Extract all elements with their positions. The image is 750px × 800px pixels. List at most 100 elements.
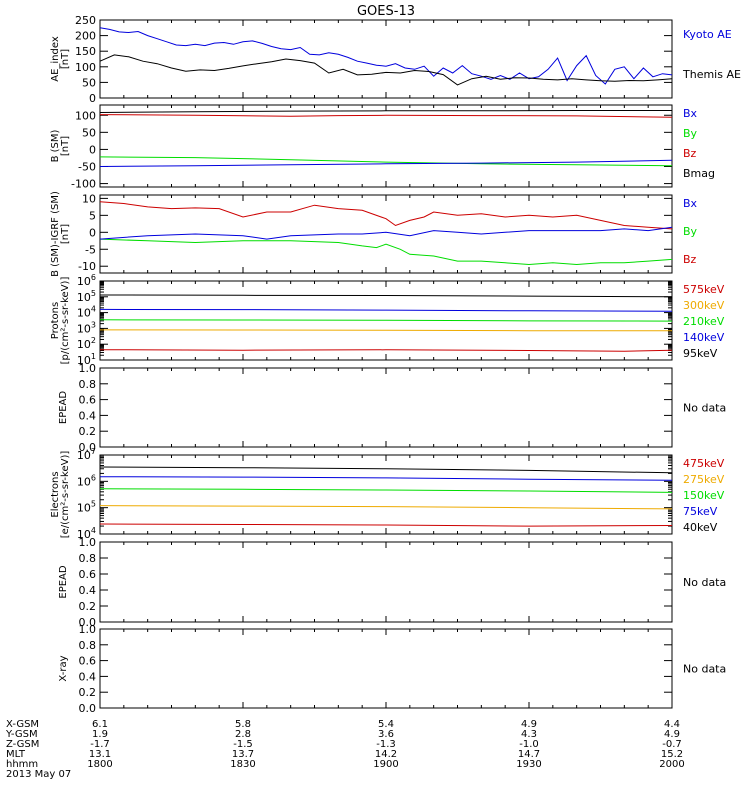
panel-1: 0 50 100 150 200 250 AE_index [nT] Kyoto AE Themi… [50, 14, 741, 105]
footer-value: 4.4 [664, 719, 680, 730]
y-tick-base: 10 [77, 354, 91, 367]
y-axis-label: B (SM)-IGRF (SM) [50, 191, 61, 277]
legend-entry: Themis AE [682, 68, 741, 81]
y-axis-label: [nT] [60, 224, 71, 244]
y-tick-exponent: 5 [91, 289, 96, 298]
y-tick-base: 10 [77, 307, 91, 320]
footer-value: -1.7 [90, 739, 110, 750]
y-tick-base: 10 [77, 449, 91, 462]
y-tick-label: 101 [77, 352, 96, 367]
footer-value: -1.0 [519, 739, 539, 750]
legend-entry: By [683, 127, 698, 140]
y-tick-exponent: 2 [91, 336, 96, 345]
y-axis-label: [nT] [60, 49, 71, 69]
series-bz [99, 114, 673, 118]
legend-entry: 210keV [683, 315, 725, 328]
footer-value: 1800 [87, 759, 112, 770]
legend-entry: 75keV [683, 505, 718, 518]
y-axis-label: Electrons [50, 471, 61, 517]
footer-value: 13.1 [89, 749, 111, 760]
y-tick-label: 0.6 [79, 394, 97, 407]
series-575kev [99, 349, 673, 352]
y-tick-label: 104 [77, 526, 96, 541]
panel-frame [99, 454, 673, 535]
y-axis-label: B (SM) [50, 129, 61, 162]
series-150kev [99, 488, 673, 493]
series-210kev [99, 319, 673, 322]
y-tick-label: -100 [71, 178, 96, 191]
y-tick-exponent: 6 [91, 273, 96, 282]
y-tick-base: 10 [77, 338, 91, 351]
legend-entry: 575keV [683, 283, 725, 296]
footer-value: 1900 [373, 759, 398, 770]
y-tick-label: 0.2 [79, 600, 97, 613]
series-140kev [99, 308, 673, 312]
footer-value: 14.2 [375, 749, 397, 760]
footer-value: -0.7 [662, 739, 682, 750]
y-tick-base: 10 [77, 322, 91, 335]
y-tick-label: 106 [77, 273, 96, 288]
y-axis-label: [nT] [60, 136, 71, 156]
legend-entry: 140keV [683, 331, 725, 344]
y-tick-exponent: 5 [91, 500, 96, 509]
y-tick-label: 100 [75, 61, 96, 74]
series-bmag [99, 110, 672, 113]
y-tick-label: 1.0 [79, 536, 97, 549]
legend-entry: Bz [683, 253, 697, 266]
y-tick-label: 150 [75, 45, 96, 58]
y-tick-base: 10 [77, 275, 91, 288]
panel-frame [99, 104, 673, 188]
series-bx [99, 226, 673, 240]
legend-entry: Kyoto AE [683, 28, 732, 41]
y-tick-label: 0.6 [79, 655, 97, 668]
y-tick-label: 200 [75, 30, 96, 43]
y-tick-base: 10 [77, 528, 91, 541]
legend-entry: Bz [683, 147, 697, 160]
panel-8: 0.0 0.2 0.4 0.6 0.8 1.0 X-ray No data [58, 623, 726, 715]
panel-frame [99, 19, 673, 99]
y-axis-label: EPEAD [58, 565, 69, 599]
y-tick-label: 0.8 [79, 639, 97, 652]
y-tick-label: 0.4 [79, 409, 97, 422]
footer-row-label: Y-GSM [5, 729, 38, 740]
y-tick-label: 0.0 [79, 441, 97, 454]
legend-entry: Bx [683, 107, 698, 120]
footer-value: -1.3 [376, 739, 396, 750]
y-tick-label: 5 [89, 209, 96, 222]
footer-value: 5.4 [378, 719, 394, 730]
series-themis-ae [99, 54, 673, 86]
footer-value: 14.7 [518, 749, 540, 760]
y-tick-label: 0.0 [79, 702, 97, 715]
series-475kev [99, 523, 673, 527]
footer-row-label: MLT [6, 749, 26, 760]
series-by [99, 156, 673, 167]
footer-value: 3.6 [378, 729, 394, 740]
y-tick-label: -5 [85, 243, 96, 256]
y-tick-base: 10 [77, 475, 91, 488]
y-tick-label: 0 [89, 143, 96, 156]
y-tick-label: 105 [77, 500, 96, 515]
legend-entry: By [683, 225, 698, 238]
footer-value: 13.7 [232, 749, 254, 760]
footer-value: 1.9 [92, 729, 108, 740]
legend-entry: 275keV [683, 473, 725, 486]
y-tick-exponent: 7 [91, 447, 96, 456]
series-40kev [99, 466, 673, 474]
no-data-label: No data [683, 402, 726, 415]
y-tick-label: 0.4 [79, 670, 97, 683]
y-tick-label: 0.4 [79, 584, 97, 597]
series-kyoto-ae [99, 27, 673, 85]
y-tick-base: 10 [77, 502, 91, 515]
y-tick-label: 1.0 [79, 623, 97, 636]
y-tick-label: 10 [82, 192, 96, 205]
y-tick-label: 0 [89, 92, 96, 105]
panel-7: 0.0 0.2 0.4 0.6 0.8 1.0 EPEAD No data [58, 536, 726, 629]
legend-entry: 150keV [683, 489, 725, 502]
y-axis-label: [e/(cm²-s-sr-keV)] [60, 451, 71, 539]
footer-row-label: X-GSM [6, 719, 39, 730]
plot-title: GOES-13 [357, 4, 415, 19]
panel-frame [99, 628, 673, 709]
y-tick-label: 0.6 [79, 568, 97, 581]
legend-entry: Bmag [683, 167, 715, 180]
series-95kev [99, 294, 673, 298]
